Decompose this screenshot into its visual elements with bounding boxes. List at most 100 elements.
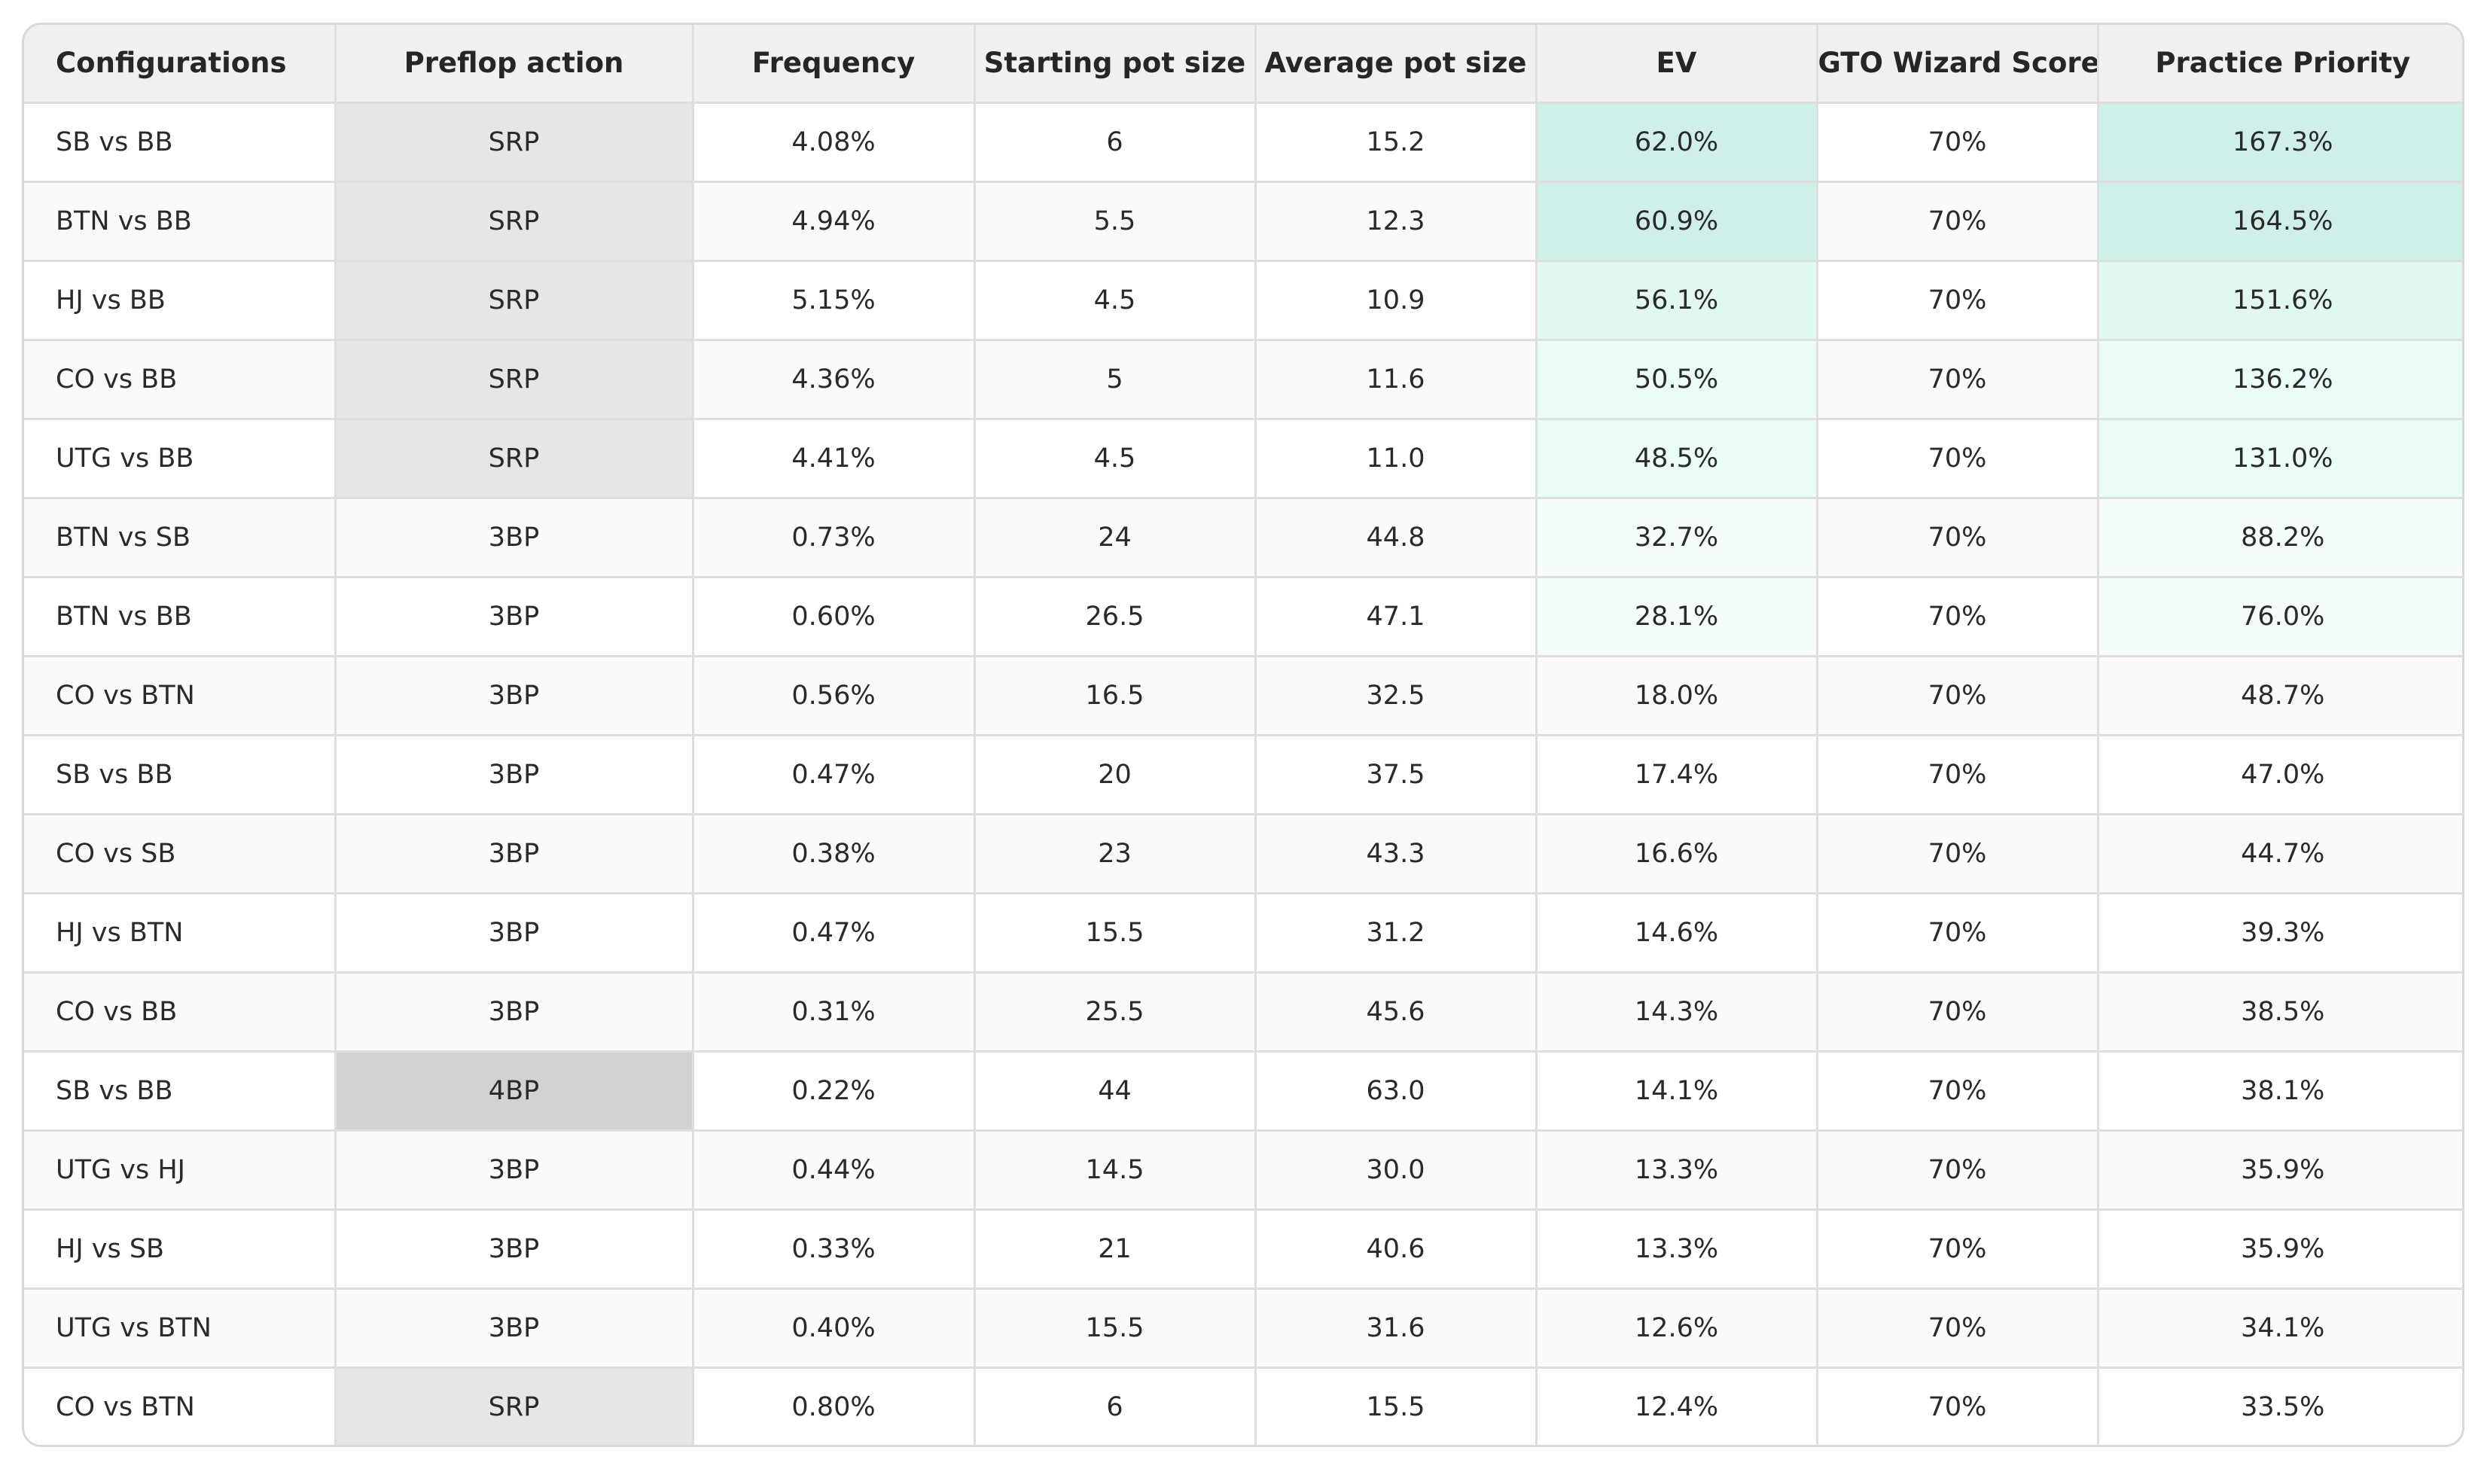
table-row: BTN vs BB SRP 4.94% 5.5 12.3 60.9% 70% 164.5% bbox=[24, 181, 2462, 262]
ev-cell: 62.0% bbox=[1536, 102, 1818, 183]
frequency-cell: 0.22% bbox=[693, 1051, 976, 1132]
frequency-cell: 0.33% bbox=[693, 1209, 976, 1290]
preflop-action-cell: 3BP bbox=[335, 498, 694, 578]
ev-cell: 13.3% bbox=[1536, 1209, 1818, 1290]
frequency-cell: 0.47% bbox=[693, 893, 976, 974]
preflop-action-cell: 3BP bbox=[335, 656, 694, 736]
results-table-card: Configurations Preflop action Frequency … bbox=[22, 23, 2464, 1447]
gto-score-cell: 70% bbox=[1817, 814, 2099, 894]
starting-pot-cell: 21 bbox=[974, 1209, 1257, 1290]
table-row: UTG vs BTN 3BP 0.40% 15.5 31.6 12.6% 70% 34.1% bbox=[24, 1288, 2462, 1369]
gto-score-cell: 70% bbox=[1817, 340, 2099, 420]
ev-cell: 12.4% bbox=[1536, 1367, 1818, 1445]
preflop-action-cell: 3BP bbox=[335, 814, 694, 894]
gto-score-cell: 70% bbox=[1817, 1288, 2099, 1369]
starting-pot-cell: 5 bbox=[974, 340, 1257, 420]
ev-cell: 12.6% bbox=[1536, 1288, 1818, 1369]
starting-pot-cell: 5.5 bbox=[974, 181, 1257, 262]
table-row: CO vs SB 3BP 0.38% 23 43.3 16.6% 70% 44.7% bbox=[24, 814, 2462, 894]
average-pot-cell: 63.0 bbox=[1255, 1051, 1538, 1132]
average-pot-cell: 37.5 bbox=[1255, 735, 1538, 815]
gto-score-cell: 70% bbox=[1817, 1367, 2099, 1445]
average-pot-cell: 40.6 bbox=[1255, 1209, 1538, 1290]
average-pot-cell: 12.3 bbox=[1255, 181, 1538, 262]
starting-pot-cell: 14.5 bbox=[974, 1130, 1257, 1211]
starting-pot-cell: 26.5 bbox=[974, 577, 1257, 657]
preflop-action-cell: 3BP bbox=[335, 972, 694, 1053]
gto-score-cell: 70% bbox=[1817, 419, 2099, 499]
table-row: BTN vs BB 3BP 0.60% 26.5 47.1 28.1% 70% 76.0% bbox=[24, 577, 2462, 657]
column-header: Frequency bbox=[693, 25, 976, 104]
frequency-cell: 0.56% bbox=[693, 656, 976, 736]
column-header: Practice Priority bbox=[2098, 25, 2462, 104]
starting-pot-cell: 15.5 bbox=[974, 1288, 1257, 1369]
ev-cell: 32.7% bbox=[1536, 498, 1818, 578]
table-row: CO vs BB SRP 4.36% 5 11.6 50.5% 70% 136.2% bbox=[24, 340, 2462, 420]
gto-score-cell: 70% bbox=[1817, 1130, 2099, 1211]
practice-priority-cell: 35.9% bbox=[2098, 1209, 2462, 1290]
average-pot-cell: 11.6 bbox=[1255, 340, 1538, 420]
average-pot-cell: 15.5 bbox=[1255, 1367, 1538, 1445]
starting-pot-cell: 4.5 bbox=[974, 261, 1257, 341]
configuration-cell: BTN vs BB bbox=[24, 181, 337, 262]
starting-pot-cell: 23 bbox=[974, 814, 1257, 894]
table-row: CO vs BTN SRP 0.80% 6 15.5 12.4% 70% 33.5% bbox=[24, 1367, 2462, 1445]
frequency-cell: 0.73% bbox=[693, 498, 976, 578]
table-row: CO vs BTN 3BP 0.56% 16.5 32.5 18.0% 70% 48.7% bbox=[24, 656, 2462, 736]
frequency-cell: 0.47% bbox=[693, 735, 976, 815]
preflop-action-cell: 3BP bbox=[335, 1209, 694, 1290]
gto-score-cell: 70% bbox=[1817, 102, 2099, 183]
ev-cell: 14.3% bbox=[1536, 972, 1818, 1053]
configuration-cell: SB vs BB bbox=[24, 1051, 337, 1132]
configuration-cell: SB vs BB bbox=[24, 735, 337, 815]
column-header: GTO Wizard Score bbox=[1817, 25, 2099, 104]
gto-score-cell: 70% bbox=[1817, 577, 2099, 657]
preflop-action-cell: SRP bbox=[335, 102, 694, 183]
configuration-cell: HJ vs BTN bbox=[24, 893, 337, 974]
frequency-cell: 0.60% bbox=[693, 577, 976, 657]
average-pot-cell: 31.2 bbox=[1255, 893, 1538, 974]
practice-priority-cell: 131.0% bbox=[2098, 419, 2462, 499]
gto-score-cell: 70% bbox=[1817, 735, 2099, 815]
table-row: SB vs BB SRP 4.08% 6 15.2 62.0% 70% 167.3% bbox=[24, 102, 2462, 183]
gto-score-cell: 70% bbox=[1817, 972, 2099, 1053]
preflop-action-cell: SRP bbox=[335, 1367, 694, 1445]
gto-score-cell: 70% bbox=[1817, 1209, 2099, 1290]
configuration-cell: CO vs BTN bbox=[24, 1367, 337, 1445]
table-row: BTN vs SB 3BP 0.73% 24 44.8 32.7% 70% 88.2% bbox=[24, 498, 2462, 578]
gto-score-cell: 70% bbox=[1817, 1051, 2099, 1132]
ev-cell: 17.4% bbox=[1536, 735, 1818, 815]
starting-pot-cell: 24 bbox=[974, 498, 1257, 578]
average-pot-cell: 45.6 bbox=[1255, 972, 1538, 1053]
column-header: Average pot size bbox=[1255, 25, 1538, 104]
ev-cell: 50.5% bbox=[1536, 340, 1818, 420]
configuration-cell: CO vs BTN bbox=[24, 656, 337, 736]
preflop-action-cell: 3BP bbox=[335, 893, 694, 974]
ev-cell: 16.6% bbox=[1536, 814, 1818, 894]
frequency-cell: 4.94% bbox=[693, 181, 976, 262]
gto-score-cell: 70% bbox=[1817, 656, 2099, 736]
starting-pot-cell: 6 bbox=[974, 1367, 1257, 1445]
table-row: HJ vs SB 3BP 0.33% 21 40.6 13.3% 70% 35.9% bbox=[24, 1209, 2462, 1290]
starting-pot-cell: 4.5 bbox=[974, 419, 1257, 499]
practice-priority-cell: 39.3% bbox=[2098, 893, 2462, 974]
average-pot-cell: 43.3 bbox=[1255, 814, 1538, 894]
column-header: EV bbox=[1536, 25, 1818, 104]
table-row: UTG vs HJ 3BP 0.44% 14.5 30.0 13.3% 70% 35.9% bbox=[24, 1130, 2462, 1211]
results-table: Configurations Preflop action Frequency … bbox=[24, 25, 2462, 1445]
practice-priority-cell: 88.2% bbox=[2098, 498, 2462, 578]
table-row: SB vs BB 4BP 0.22% 44 63.0 14.1% 70% 38.1% bbox=[24, 1051, 2462, 1132]
frequency-cell: 0.31% bbox=[693, 972, 976, 1053]
preflop-action-cell: 3BP bbox=[335, 1288, 694, 1369]
average-pot-cell: 31.6 bbox=[1255, 1288, 1538, 1369]
preflop-action-cell: SRP bbox=[335, 181, 694, 262]
table-row: CO vs BB 3BP 0.31% 25.5 45.6 14.3% 70% 38.5% bbox=[24, 972, 2462, 1053]
practice-priority-cell: 33.5% bbox=[2098, 1367, 2462, 1445]
starting-pot-cell: 15.5 bbox=[974, 893, 1257, 974]
preflop-action-cell: 3BP bbox=[335, 1130, 694, 1211]
practice-priority-cell: 38.1% bbox=[2098, 1051, 2462, 1132]
practice-priority-cell: 164.5% bbox=[2098, 181, 2462, 262]
configuration-cell: UTG vs HJ bbox=[24, 1130, 337, 1211]
preflop-action-cell: 3BP bbox=[335, 735, 694, 815]
ev-cell: 28.1% bbox=[1536, 577, 1818, 657]
